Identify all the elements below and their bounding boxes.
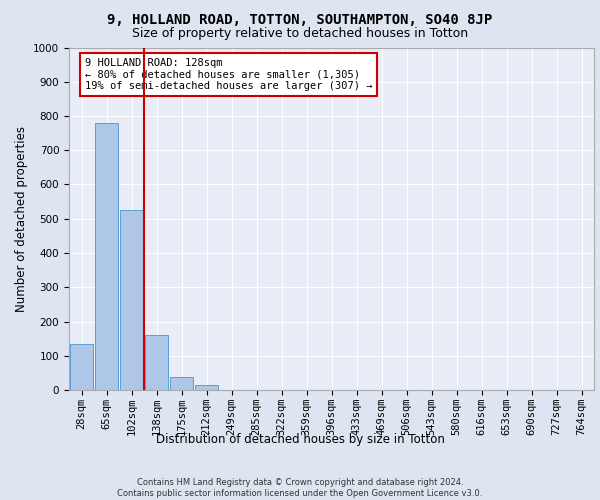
Bar <box>145 335 169 390</box>
Text: Contains HM Land Registry data © Crown copyright and database right 2024.
Contai: Contains HM Land Registry data © Crown c… <box>118 478 482 498</box>
Bar <box>170 377 193 390</box>
Text: Distribution of detached houses by size in Totton: Distribution of detached houses by size … <box>155 432 445 446</box>
Text: Size of property relative to detached houses in Totton: Size of property relative to detached ho… <box>132 28 468 40</box>
Text: 9, HOLLAND ROAD, TOTTON, SOUTHAMPTON, SO40 8JP: 9, HOLLAND ROAD, TOTTON, SOUTHAMPTON, SO… <box>107 12 493 26</box>
Bar <box>95 123 118 390</box>
Bar <box>194 385 218 390</box>
Bar <box>119 210 143 390</box>
Bar <box>70 344 94 390</box>
Y-axis label: Number of detached properties: Number of detached properties <box>14 126 28 312</box>
Text: 9 HOLLAND ROAD: 128sqm
← 80% of detached houses are smaller (1,305)
19% of semi-: 9 HOLLAND ROAD: 128sqm ← 80% of detached… <box>85 58 372 91</box>
